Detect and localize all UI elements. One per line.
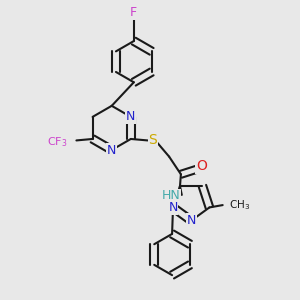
Text: S: S (148, 134, 157, 147)
Text: N: N (126, 110, 136, 123)
Text: CF$_3$: CF$_3$ (47, 135, 68, 149)
Text: O: O (196, 159, 207, 173)
Text: F: F (130, 6, 137, 19)
Text: N: N (187, 214, 196, 227)
Text: N: N (168, 201, 178, 214)
Text: N: N (107, 143, 116, 157)
Text: CH$_3$: CH$_3$ (230, 198, 251, 212)
Text: HN: HN (162, 189, 181, 202)
